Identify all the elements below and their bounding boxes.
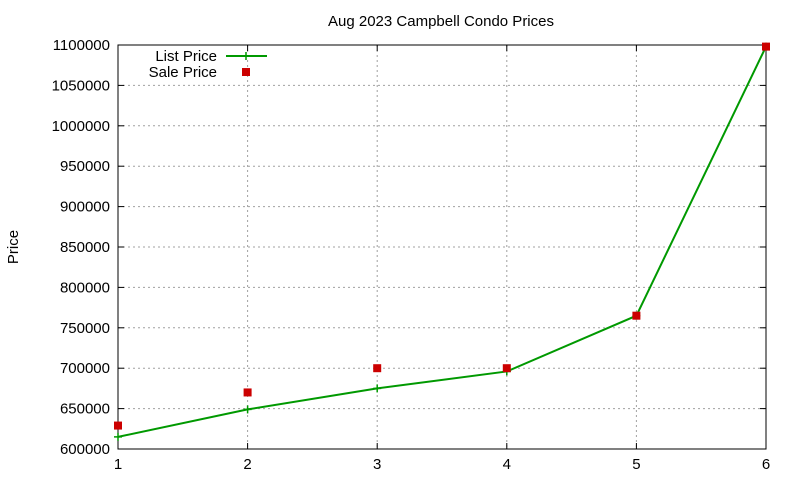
list-price-point [373, 384, 382, 393]
sale-price-point [373, 364, 382, 373]
y-tick-label: 850000 [60, 239, 110, 256]
series-list-price [114, 42, 770, 441]
y-tick-label: 800000 [60, 279, 110, 296]
series-layer [114, 42, 770, 441]
chart-title: Aug 2023 Campbell Condo Prices [328, 13, 554, 30]
legend-label: List Price [155, 48, 217, 65]
y-tick-label: 900000 [60, 199, 110, 216]
sale-price-point [502, 364, 511, 373]
list-price-line [117, 46, 767, 438]
sale-price-point [114, 421, 122, 430]
sale-price-point [632, 311, 641, 320]
y-tick-label: 700000 [60, 360, 110, 377]
y-tick-label: 950000 [60, 158, 110, 175]
y-tick-label: 650000 [60, 401, 110, 418]
y-tick-label: 1000000 [52, 118, 110, 135]
list-price-point [243, 405, 252, 414]
x-tick-label: 4 [503, 456, 511, 473]
legend-swatch-plus [242, 52, 250, 60]
x-tick-label: 3 [373, 456, 381, 473]
list-price-point [114, 432, 122, 441]
y-tick-label: 1050000 [52, 77, 110, 94]
y-tick-label: 1100000 [53, 37, 110, 54]
y-axis-label: Price [5, 230, 22, 264]
grid [118, 45, 766, 449]
x-tick-label: 6 [762, 456, 770, 473]
sale-price-point [762, 42, 770, 51]
x-tick-label: 2 [243, 456, 251, 473]
y-tick-label: 600000 [60, 441, 110, 458]
legend-label: Sale Price [149, 64, 217, 81]
series-sale-price [114, 42, 770, 430]
legend-swatch-square [242, 68, 250, 76]
axes: 600000 650000 700000 750000 800000 850000 9000… [52, 37, 771, 473]
x-tick-label: 1 [114, 456, 122, 473]
sale-price-point [243, 388, 252, 397]
x-tick-label: 5 [632, 456, 640, 473]
y-tick-label: 750000 [60, 320, 110, 337]
